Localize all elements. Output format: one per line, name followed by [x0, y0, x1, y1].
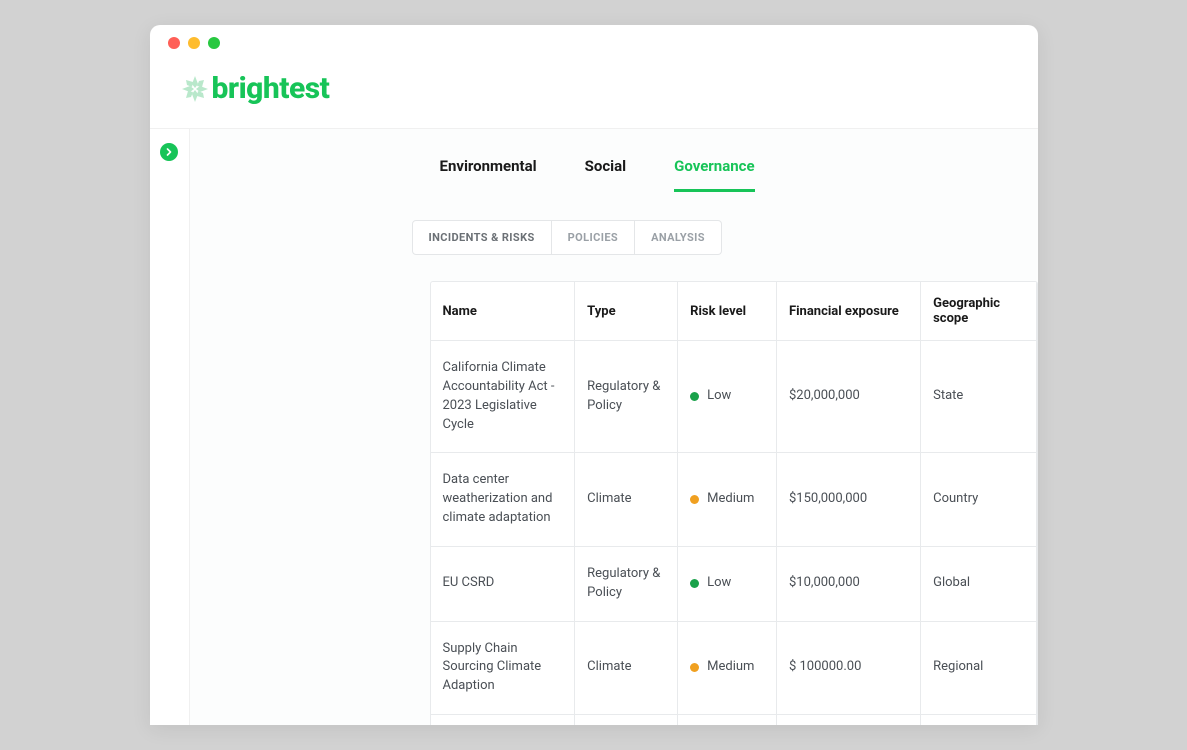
- sidebar: [150, 129, 190, 725]
- window-zoom-button[interactable]: [208, 37, 220, 49]
- risk-indicator-icon: [690, 579, 699, 588]
- tab-social[interactable]: Social: [585, 157, 626, 192]
- window-titlebar: [150, 25, 1038, 61]
- risk-label: Medium: [707, 658, 754, 677]
- subtab-incidents-risks[interactable]: INCIDENTS & RISKS: [412, 220, 552, 255]
- risk-indicator-icon: [690, 495, 699, 504]
- risk-indicator-icon: [690, 392, 699, 401]
- table-row[interactable]: German Supply Chain Due Diligence Act Co…: [431, 715, 1037, 725]
- cell-type: Climate: [575, 621, 678, 715]
- app-body: Environmental Social Governance INCIDENTS …: [150, 129, 1038, 725]
- cell-risk: Low: [678, 546, 777, 621]
- table-row[interactable]: Data center weatherization and climate a…: [431, 453, 1037, 547]
- column-header[interactable]: Type: [575, 282, 678, 341]
- risk-label: Low: [707, 574, 731, 593]
- cell-name: EU CSRD: [431, 546, 575, 621]
- cell-scope: Regional: [921, 715, 1036, 725]
- risk-indicator-icon: [690, 663, 699, 672]
- app-window: brightest Environmental Social Governance …: [150, 25, 1038, 725]
- cell-risk: Medium: [678, 621, 777, 715]
- cell-exposure: $150,000,000: [776, 453, 920, 547]
- risk-label: Low: [707, 387, 731, 406]
- table-row[interactable]: EU CSRDRegulatory & Policy Low $10,000,000…: [431, 546, 1037, 621]
- window-minimize-button[interactable]: [188, 37, 200, 49]
- risk-label: Medium: [707, 490, 754, 509]
- subtab-analysis[interactable]: ANALYSIS: [635, 220, 722, 255]
- column-header[interactable]: Geographic scope: [921, 282, 1036, 341]
- column-header[interactable]: Risk level: [678, 282, 777, 341]
- cell-type: Regulatory & Policy: [575, 341, 678, 453]
- subtab-policies[interactable]: POLICIES: [552, 220, 635, 255]
- column-header[interactable]: Name: [431, 282, 575, 341]
- cell-exposure: $10,000,000: [776, 546, 920, 621]
- brand-mark-icon: [180, 74, 210, 104]
- cell-type: Regulatory & Policy: [575, 546, 678, 621]
- sidebar-expand-button[interactable]: [160, 143, 178, 161]
- risks-table-container: NameTypeRisk levelFinancial exposureGeog…: [430, 281, 1038, 725]
- cell-scope: Global: [921, 546, 1036, 621]
- table-row[interactable]: California Climate Accountability Act - …: [431, 341, 1037, 453]
- cell-name: Supply Chain Sourcing Climate Adaption: [431, 621, 575, 715]
- cell-type: Regulatory & Policy: [575, 715, 678, 725]
- cell-exposure: € 50000.00: [776, 715, 920, 725]
- cell-risk: Low: [678, 341, 777, 453]
- cell-risk: Medium: [678, 453, 777, 547]
- window-close-button[interactable]: [168, 37, 180, 49]
- cell-exposure: $ 100000.00: [776, 621, 920, 715]
- brand-name: brightest: [212, 71, 330, 106]
- cell-risk: High: [678, 715, 777, 725]
- cell-scope: Country: [921, 453, 1036, 547]
- cell-name: German Supply Chain Due Diligence Act Co…: [431, 715, 575, 725]
- secondary-tabs: INCIDENTS & RISKSPOLICIESANALYSIS: [412, 220, 1038, 255]
- column-header[interactable]: Financial exposure: [776, 282, 920, 341]
- cell-name: Data center weatherization and climate a…: [431, 453, 575, 547]
- app-header: brightest: [150, 61, 1038, 129]
- risks-table: NameTypeRisk levelFinancial exposureGeog…: [431, 282, 1037, 725]
- cell-scope: Regional: [921, 621, 1036, 715]
- main-content: Environmental Social Governance INCIDENTS …: [190, 129, 1038, 725]
- cell-exposure: $20,000,000: [776, 341, 920, 453]
- cell-name: California Climate Accountability Act - …: [431, 341, 575, 453]
- table-row[interactable]: Supply Chain Sourcing Climate AdaptionCl…: [431, 621, 1037, 715]
- brand-logo[interactable]: brightest: [180, 71, 1008, 106]
- chevron-right-icon: [165, 148, 173, 156]
- cell-scope: State: [921, 341, 1036, 453]
- primary-tabs: Environmental Social Governance: [190, 157, 1038, 192]
- cell-type: Climate: [575, 453, 678, 547]
- tab-environmental[interactable]: Environmental: [440, 157, 537, 192]
- tab-governance[interactable]: Governance: [674, 157, 754, 192]
